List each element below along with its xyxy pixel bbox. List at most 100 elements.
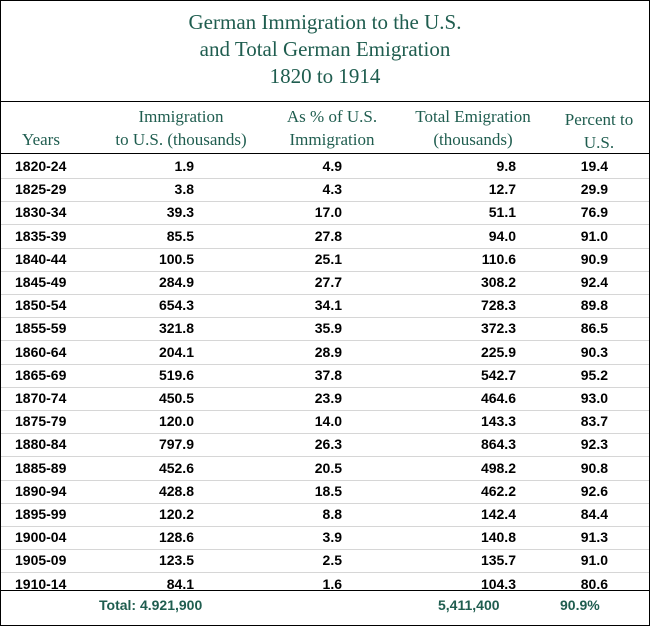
cell-immigration: 450.5 [158, 390, 194, 406]
cell-total-emigration: 140.8 [480, 529, 516, 546]
cell-immigration: 100.5 [158, 250, 194, 267]
table-row: 1890-94 428.8 18.5 462.2 92.6 [1, 480, 649, 504]
cell-years: 1890-94 [15, 482, 67, 499]
header-divider [1, 153, 649, 154]
cell-years: 1865-69 [15, 366, 67, 383]
cell-immigration: 120.2 [158, 506, 194, 522]
cell-percent-to-us: 91.0 [580, 552, 608, 569]
cell-pct-us-immigration: 1.6 [322, 575, 342, 592]
cell-percent-to-us: 83.7 [580, 413, 608, 430]
cell-immigration: 1.9 [174, 158, 194, 174]
header-total-emigration: Total Emigration (thousands) [415, 107, 531, 149]
cell-pct-us-immigration: 17.0 [314, 204, 342, 221]
cell-years: 1820-24 [15, 158, 67, 174]
total-divider [1, 590, 649, 591]
cell-percent-to-us: 76.9 [580, 204, 608, 221]
cell-pct-us-immigration: 4.9 [322, 158, 342, 174]
total-percent: 90.9% [560, 597, 600, 613]
cell-years: 1870-74 [15, 390, 67, 406]
cell-percent-to-us: 29.9 [580, 181, 608, 198]
cell-percent-to-us: 84.4 [580, 506, 608, 522]
cell-pct-us-immigration: 14.0 [314, 413, 342, 430]
cell-percent-to-us: 90.8 [580, 459, 608, 476]
cell-years: 1850-54 [15, 297, 67, 314]
cell-total-emigration: 225.9 [480, 343, 516, 360]
cell-immigration: 428.8 [158, 482, 194, 499]
cell-years: 1825-29 [15, 181, 67, 198]
cell-years: 1855-59 [15, 320, 67, 337]
cell-immigration: 39.3 [166, 204, 194, 221]
cell-total-emigration: 12.7 [488, 181, 516, 198]
cell-pct-us-immigration: 4.3 [322, 181, 342, 198]
cell-total-emigration: 94.0 [488, 227, 516, 244]
header-years: Years [22, 130, 60, 149]
table-row: 1830-34 39.3 17.0 51.1 76.9 [1, 201, 649, 226]
table-row: 1855-59 321.8 35.9 372.3 86.5 [1, 317, 649, 342]
title-line-1: German Immigration to the U.S. [188, 10, 462, 34]
title-divider [1, 101, 649, 102]
cell-total-emigration: 542.7 [480, 366, 516, 383]
cell-percent-to-us: 90.9 [580, 250, 608, 267]
cell-percent-to-us: 93.0 [580, 390, 608, 406]
cell-total-emigration: 728.3 [480, 297, 516, 314]
header-pct-us-immigration: As % of U.S. Immigration [286, 107, 378, 149]
cell-pct-us-immigration: 27.7 [314, 274, 342, 290]
total-emigration: 5,411,400 [438, 597, 500, 613]
cell-years: 1900-04 [15, 529, 67, 546]
table-row: 1860-64 204.1 28.9 225.9 90.3 [1, 341, 649, 365]
cell-pct-us-immigration: 26.3 [314, 436, 342, 453]
cell-immigration: 654.3 [158, 297, 194, 314]
cell-immigration: 3.8 [174, 181, 194, 198]
cell-pct-us-immigration: 23.9 [314, 390, 342, 406]
cell-immigration: 797.9 [158, 436, 194, 453]
cell-pct-us-immigration: 34.1 [314, 297, 342, 314]
cell-percent-to-us: 92.4 [580, 274, 608, 290]
table-row: 1875-79 120.0 14.0 143.3 83.7 [1, 410, 649, 435]
cell-percent-to-us: 92.3 [580, 436, 608, 453]
table-row: 1845-49 284.9 27.7 308.2 92.4 [1, 271, 649, 295]
cell-percent-to-us: 86.5 [580, 320, 608, 337]
cell-immigration: 284.9 [158, 274, 194, 290]
cell-immigration: 321.8 [158, 320, 194, 337]
cell-percent-to-us: 95.2 [580, 366, 608, 383]
cell-pct-us-immigration: 37.8 [314, 366, 342, 383]
cell-percent-to-us: 92.6 [580, 482, 608, 499]
cell-total-emigration: 142.4 [480, 506, 516, 522]
cell-pct-us-immigration: 28.9 [314, 343, 342, 360]
cell-immigration: 519.6 [158, 366, 194, 383]
table-row: 1850-54 654.3 34.1 728.3 89.8 [1, 294, 649, 319]
cell-total-emigration: 372.3 [480, 320, 516, 337]
cell-years: 1835-39 [15, 227, 67, 244]
cell-total-emigration: 308.2 [480, 274, 516, 290]
cell-years: 1845-49 [15, 274, 67, 290]
title-line-2: and Total German Emigration [199, 37, 451, 61]
cell-pct-us-immigration: 3.9 [322, 529, 342, 546]
cell-total-emigration: 462.2 [480, 482, 516, 499]
table-row: 1820-24 1.9 4.9 9.8 19.4 [1, 155, 649, 179]
cell-immigration: 128.6 [158, 529, 194, 546]
cell-percent-to-us: 91.3 [580, 529, 608, 546]
table-row: 1910-14 84.1 1.6 104.3 80.6 [1, 573, 649, 596]
title-line-3: 1820 to 1914 [269, 64, 381, 88]
cell-years: 1880-84 [15, 436, 67, 453]
total-immigration: Total: 4.921,900 [99, 597, 203, 613]
cell-total-emigration: 143.3 [480, 413, 516, 430]
cell-immigration: 85.5 [166, 227, 194, 244]
cell-pct-us-immigration: 27.8 [314, 227, 342, 244]
cell-years: 1860-64 [15, 343, 67, 360]
table-row: 1865-69 519.6 37.8 542.7 95.2 [1, 364, 649, 388]
cell-years: 1895-99 [15, 506, 67, 522]
cell-percent-to-us: 89.8 [580, 297, 608, 314]
cell-immigration: 452.6 [158, 459, 194, 476]
cell-pct-us-immigration: 20.5 [314, 459, 342, 476]
table-row: 1885-89 452.6 20.5 498.2 90.8 [1, 457, 649, 481]
cell-total-emigration: 864.3 [480, 436, 516, 453]
table-row: 1825-29 3.8 4.3 12.7 29.9 [1, 178, 649, 203]
cell-immigration: 123.5 [158, 552, 194, 569]
cell-total-emigration: 464.6 [480, 390, 516, 406]
cell-immigration: 84.1 [166, 575, 194, 592]
table-row: 1880-84 797.9 26.3 864.3 92.3 [1, 433, 649, 458]
cell-total-emigration: 104.3 [480, 575, 516, 592]
cell-percent-to-us: 80.6 [580, 575, 608, 592]
